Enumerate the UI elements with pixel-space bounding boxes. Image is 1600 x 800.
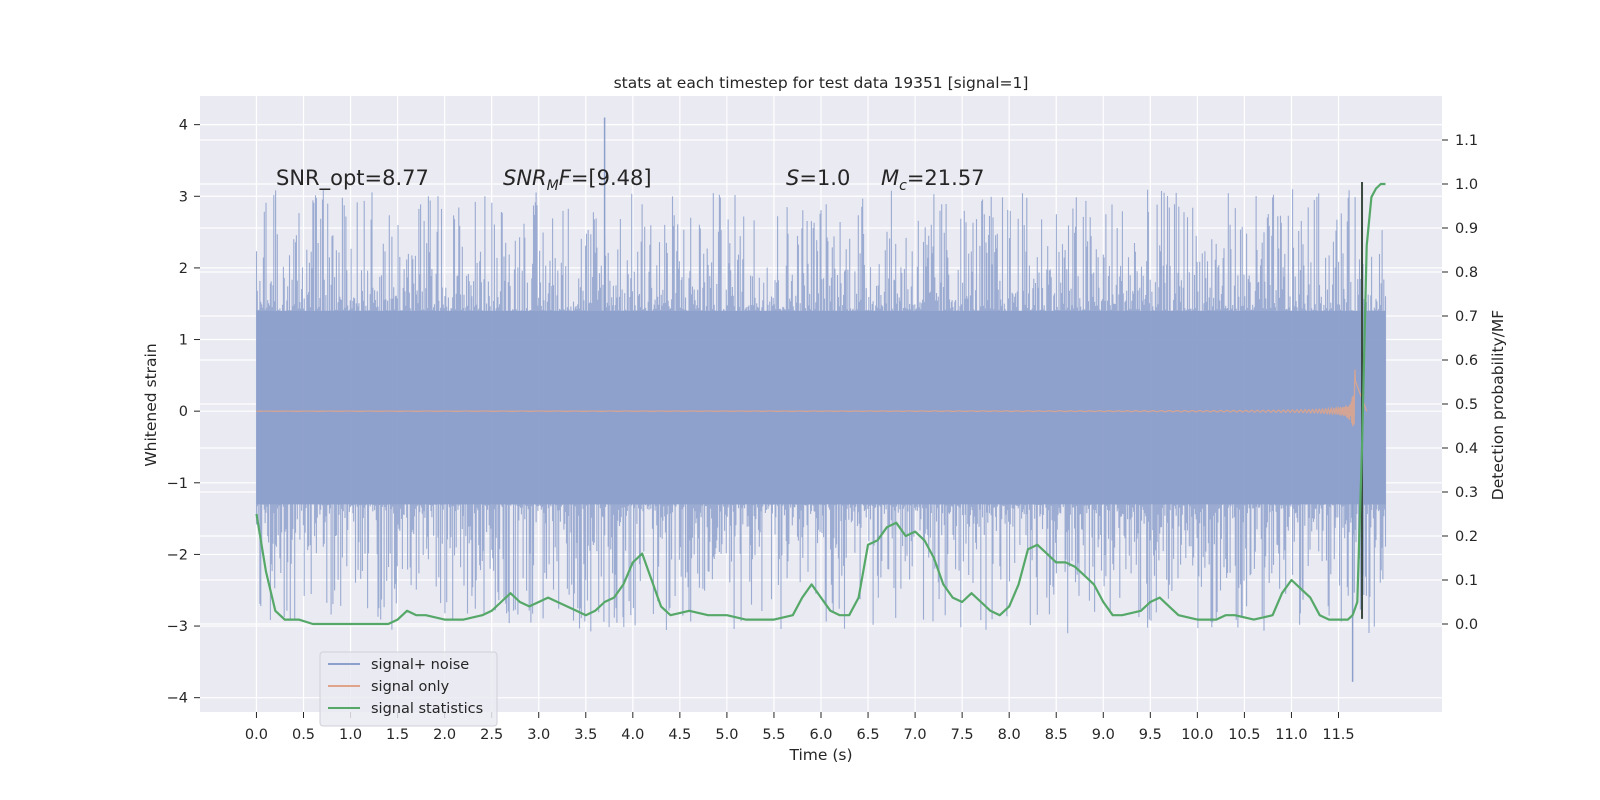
y-left-tick-label: 2	[179, 261, 188, 277]
y-left-tick-label: 4	[179, 118, 188, 134]
x-tick-label: 11.0	[1275, 727, 1307, 743]
snr-mf-label: SNR	[503, 166, 547, 190]
y-axis-label-left: Whitened strain	[142, 343, 160, 466]
signal-noise-series	[255, 117, 1387, 682]
x-tick-label: 1.5	[386, 727, 409, 743]
y-left-tick-label: 3	[179, 189, 188, 205]
x-tick-label: 4.0	[621, 727, 644, 743]
y-right-tick-label: 0.2	[1455, 529, 1478, 545]
y-left-tick-label: 1	[179, 333, 188, 349]
legend: signal+ noise signal only signal statist…	[319, 651, 498, 727]
y-axis-label-right: Detection probability/MF	[1489, 310, 1507, 501]
s-annotation: S=1.0	[786, 166, 850, 190]
y-right-tick-label: 0.3	[1455, 485, 1478, 501]
y-right-tick-label: 0.6	[1455, 353, 1478, 369]
y-left-tick-label: −1	[167, 476, 188, 492]
y-right-tick-label: 0.1	[1455, 573, 1478, 589]
chart-title: stats at each timestep for test data 193…	[614, 74, 1029, 92]
y-right-tick-label: 0.0	[1455, 617, 1478, 633]
y-left-tick-label: −4	[167, 691, 188, 707]
x-tick-label: 5.0	[715, 727, 738, 743]
x-tick-label: 9.5	[1139, 727, 1162, 743]
signal-noise-band	[256, 310, 1386, 505]
x-tick-label: 8.0	[998, 727, 1021, 743]
x-tick-label: 10.0	[1181, 727, 1213, 743]
legend-label-signal-statistics: signal statistics	[371, 701, 483, 717]
x-tick-label: 1.0	[339, 727, 362, 743]
right-y-axis: 0.0 0.1 0.2 0.3 0.4 0.5 0.6 0.7 0.8 0.9 1.0 1.1	[1442, 133, 1478, 633]
mc-annotation: Mc=21.57	[881, 166, 985, 194]
left-y-axis: −4 −3 −2 −1 0 1 2 3 4	[167, 118, 200, 707]
y-left-tick-label: −3	[167, 619, 188, 635]
mc-value: =21.57	[907, 166, 985, 190]
x-tick-label: 6.0	[809, 727, 832, 743]
x-tick-label: 3.0	[527, 727, 550, 743]
snr-mf-subscript: M	[547, 178, 559, 194]
s-label: S	[786, 166, 799, 190]
snr-mf-value: =[9.48]	[571, 166, 652, 190]
x-tick-label: 5.5	[762, 727, 785, 743]
x-tick-label: 3.5	[574, 727, 597, 743]
x-tick-label: 4.5	[668, 727, 691, 743]
y-right-tick-label: 0.9	[1455, 221, 1478, 237]
legend-label-signal-only: signal only	[371, 679, 450, 695]
legend-box	[319, 651, 498, 727]
x-tick-label: 10.5	[1228, 727, 1260, 743]
y-right-tick-label: 0.8	[1455, 265, 1478, 281]
y-right-tick-label: 0.7	[1455, 309, 1478, 325]
annotations: SNR_opt=8.77 SNRMF=[9.48] S=1.0 Mc=21.57	[276, 166, 985, 194]
x-tick-label: 6.5	[857, 727, 880, 743]
signal-statistics-line	[255, 182, 1386, 626]
x-tick-label: 7.0	[904, 727, 927, 743]
signal-statistics-series	[255, 182, 1386, 626]
x-tick-label: 8.5	[1045, 727, 1068, 743]
y-right-tick-label: 1.1	[1455, 133, 1478, 149]
x-tick-label: 9.0	[1092, 727, 1115, 743]
x-tick-label: 7.5	[951, 727, 974, 743]
s-value: =1.0	[799, 166, 850, 190]
snr-mf-rest: F	[559, 166, 572, 190]
x-axis-label: Time (s)	[788, 746, 852, 764]
snr-opt-annotation: SNR_opt=8.77	[276, 166, 429, 191]
y-left-tick-label: 0	[179, 404, 188, 420]
x-tick-label: 0.5	[292, 727, 315, 743]
mc-label: M	[881, 166, 899, 190]
x-tick-label: 2.0	[433, 727, 456, 743]
x-axis: 0.0 0.5 1.0 1.5 2.0 2.5 3.0 3.5 4.0 4.5 5.0 5.5 6.0 6…	[245, 712, 1355, 743]
snr-mf-annotation: SNRMF=[9.48]	[503, 166, 652, 194]
signal-only-trace	[256, 369, 1368, 427]
y-left-tick-label: −2	[167, 547, 188, 563]
y-right-tick-label: 0.4	[1455, 441, 1478, 457]
x-tick-label: 2.5	[480, 727, 503, 743]
x-tick-label: 11.5	[1322, 727, 1354, 743]
legend-label-signal-noise: signal+ noise	[371, 657, 469, 673]
mc-subscript: c	[899, 178, 907, 194]
y-right-tick-label: 1.0	[1455, 177, 1478, 193]
y-right-tick-label: 0.5	[1455, 397, 1478, 413]
x-tick-label: 0.0	[245, 727, 268, 743]
